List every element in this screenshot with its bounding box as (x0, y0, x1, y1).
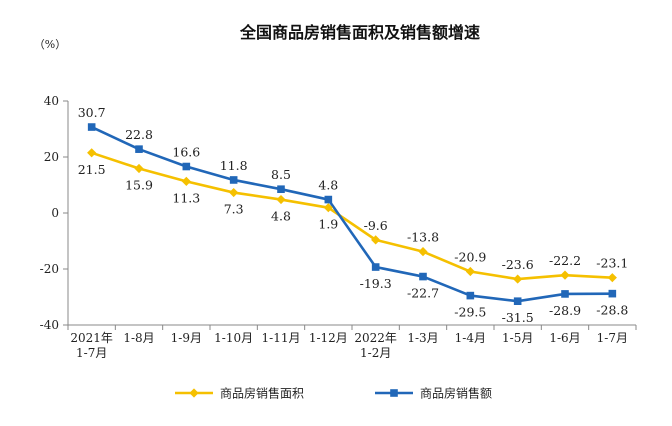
data-label-sales-area: -9.6 (364, 218, 388, 233)
x-tick-label: 2021年 1-7月 (70, 331, 113, 360)
data-labels: 21.5 15.9 11.3 7.3 4.8 1.9 -9.6 -13.8 -20.9 -23.6… (78, 105, 629, 325)
data-label-sales-area: 7.3 (224, 202, 244, 217)
data-label-sales-area: 21.5 (78, 162, 106, 177)
point-sales-area (418, 247, 428, 257)
data-label-sales-amount: 8.5 (271, 167, 291, 182)
data-label-sales-amount: -31.5 (502, 310, 534, 325)
data-label-sales-amount: -19.3 (360, 276, 392, 291)
point-sales-amount (513, 297, 522, 305)
series-layer (87, 123, 617, 305)
point-sales-amount (419, 272, 427, 281)
data-label-sales-amount: -29.5 (454, 305, 486, 320)
data-label-sales-area: 11.3 (172, 190, 200, 205)
x-tick-label: 1-7月 (597, 331, 628, 345)
point-sales-area (276, 194, 286, 205)
x-tick-label: 1-9月 (171, 331, 202, 345)
axes: 40 20 0 -20 -40 2021年 1-7月 1-8月 1-9月 1-10月 1-11月 1-… (40, 94, 637, 360)
point-sales-area (465, 266, 475, 277)
data-label-sales-amount: -28.9 (549, 303, 581, 318)
point-sales-area (134, 163, 144, 174)
chart-title: 全国商品房销售面积及销售额增速 (239, 23, 480, 42)
x-tick-label: 1-10月 (214, 331, 253, 345)
point-sales-area (229, 187, 239, 198)
data-label-sales-amount: -22.7 (407, 286, 439, 301)
point-sales-amount (277, 185, 285, 193)
data-label-sales-area: -13.8 (407, 230, 439, 245)
data-label-sales-area: 1.9 (318, 217, 338, 232)
point-sales-amount (135, 145, 143, 153)
data-label-sales-amount: 22.8 (125, 127, 153, 142)
x-tick-label: 1-11月 (262, 331, 301, 345)
series-line-sales-amount (91, 125, 613, 303)
y-axis-unit: （%） (34, 38, 66, 51)
y-tick-label: -20 (40, 262, 59, 276)
point-sales-area (181, 176, 191, 186)
legend-marker-sales-amount (390, 389, 398, 397)
point-sales-amount (371, 263, 380, 271)
legend-label-sales-amount: 商品房销售额 (420, 386, 492, 401)
point-sales-area (560, 270, 570, 280)
point-sales-area (607, 273, 617, 283)
data-label-sales-amount: 4.8 (318, 178, 338, 193)
x-tick-label: 1-6月 (549, 331, 580, 345)
data-label-sales-amount: -28.8 (596, 303, 628, 318)
point-sales-amount (87, 123, 96, 131)
y-tick-label: 40 (44, 94, 59, 108)
point-sales-amount (324, 195, 333, 204)
point-sales-area (87, 148, 97, 158)
x-tick-label: 1-3月 (407, 331, 438, 345)
data-label-sales-area: -23.1 (596, 256, 628, 271)
legend-marker-sales-area (189, 388, 199, 398)
point-sales-amount (466, 291, 475, 300)
y-tick-label: -40 (40, 318, 59, 332)
legend: 商品房销售面积 商品房销售额 (175, 386, 492, 401)
y-tick-label: 0 (51, 206, 59, 220)
data-label-sales-area: 15.9 (125, 177, 153, 192)
point-sales-area (371, 235, 381, 245)
data-label-sales-area: -20.9 (454, 250, 486, 265)
point-sales-amount (229, 176, 238, 184)
data-label-sales-area: 4.8 (271, 209, 291, 224)
x-tick-label: 1-4月 (455, 331, 486, 345)
x-tick-label: 1-8月 (123, 331, 154, 345)
x-tick-label: 1-12月 (309, 331, 348, 345)
data-label-sales-amount: 30.7 (78, 105, 106, 120)
data-label-sales-area: -22.2 (549, 253, 581, 268)
point-sales-area (323, 203, 333, 213)
point-sales-area (513, 274, 523, 284)
x-tick-label: 1-5月 (502, 331, 533, 345)
data-label-sales-amount: 16.6 (172, 145, 200, 160)
data-label-sales-amount: 11.8 (220, 158, 248, 173)
y-tick-label: 20 (44, 150, 59, 164)
legend-label-sales-area: 商品房销售面积 (220, 386, 304, 401)
data-label-sales-area: -23.6 (502, 257, 534, 272)
x-tick-label: 2022年 1-2月 (354, 331, 397, 360)
point-sales-amount (608, 289, 617, 298)
series-line-sales-area (91, 151, 613, 281)
point-sales-amount (561, 290, 569, 298)
point-sales-amount (182, 162, 191, 171)
